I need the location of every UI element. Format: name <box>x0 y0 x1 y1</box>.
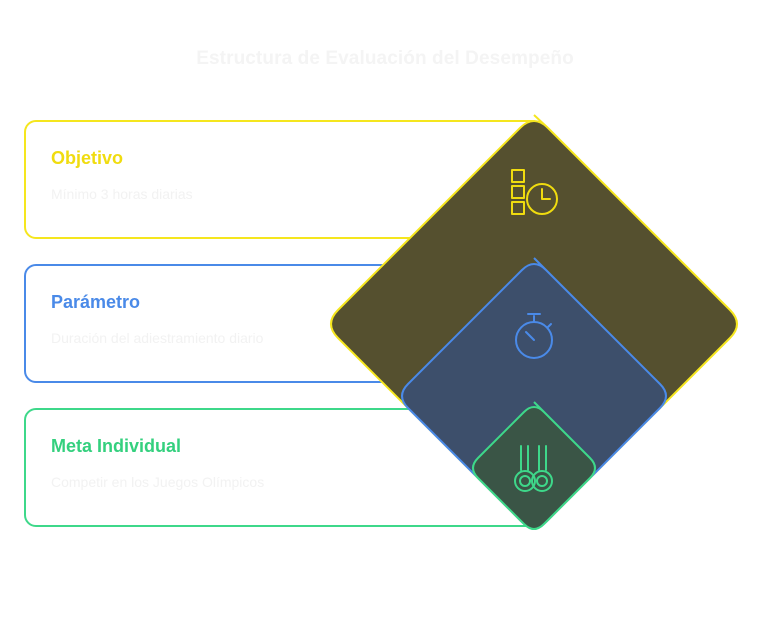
card-description: Duración del adiestramiento diario <box>51 330 264 346</box>
card-heading: Meta Individual <box>51 436 182 456</box>
card-heading: Parámetro <box>51 292 141 312</box>
card-description: Mínimo 3 horas diarias <box>51 186 193 202</box>
gymnastic-rings-icon <box>514 445 553 492</box>
schedule-clock-icon <box>511 169 558 215</box>
diamond-meta-individual <box>472 401 596 530</box>
card-description: Competir en los Juegos Olímpicos <box>51 474 265 490</box>
card-heading: Objetivo <box>51 148 124 168</box>
card-meta-individual: Meta Individual Competir en los Juegos O… <box>24 408 544 527</box>
stopwatch-icon <box>515 313 553 359</box>
diagram-title: Estructura de Evaluación del Desempeño <box>196 48 574 69</box>
